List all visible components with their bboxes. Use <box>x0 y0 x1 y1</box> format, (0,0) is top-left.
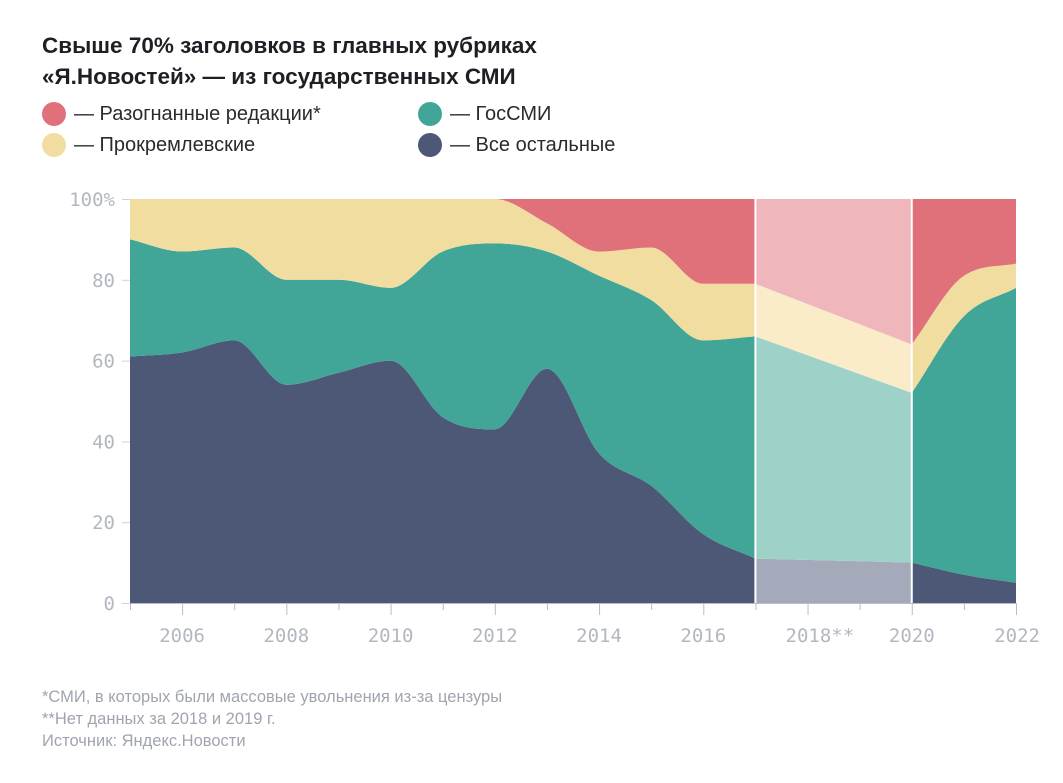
y-tick-label: 0 <box>104 593 115 615</box>
legend-item-others: — Все остальные <box>418 130 615 160</box>
chart-title-line-2: «Я.Новостей» — из государственных СМИ <box>42 64 516 89</box>
area-others-2005-2017 <box>130 340 756 603</box>
area-layers <box>130 199 1016 603</box>
area-state-no-data-gap <box>755 336 912 563</box>
area-others-no-data-gap <box>755 558 912 603</box>
source-note: Источник: Яндекс.Новости <box>42 732 246 750</box>
y-tick-label: 40 <box>92 431 115 453</box>
legend-swatch-others <box>418 133 442 157</box>
legend: — Разогнанные редакции* — ГосСМИ — Прокр… <box>42 99 742 161</box>
legend-label-dispersed: — Разогнанные редакции* <box>74 102 321 125</box>
area-prokremlin-no-data-gap <box>755 283 912 393</box>
area-dispersed-2005-2017 <box>130 199 756 284</box>
legend-item-prokremlin: — Прокремлевские <box>42 130 255 160</box>
x-axis: 2006 2008 2010 2012 2014 2016 2018** 2020 2022 <box>130 603 1040 647</box>
x-tick-label: 2010 <box>368 625 414 647</box>
legend-item-state: — ГосСМИ <box>418 99 551 129</box>
footnote-dispersed: *СМИ, в которых были массовые увольнения… <box>42 688 503 706</box>
x-tick-label: 2008 <box>263 625 309 647</box>
y-axis: 0 20 40 60 80 100% <box>69 189 130 615</box>
legend-swatch-dispersed <box>42 102 66 126</box>
area-state-2020-2022 <box>911 287 1016 583</box>
area-dispersed-2020-2022 <box>911 199 1016 345</box>
area-others-2020-2022 <box>911 562 1016 603</box>
area-state-2005-2017 <box>130 239 756 559</box>
legend-item-dispersed: — Разогнанные редакции* <box>42 99 321 129</box>
chart-title-line-1: Свыше 70% заголовков в главных рубриках <box>42 33 537 58</box>
legend-label-prokremlin: — Прокремлевские <box>74 133 256 156</box>
y-tick-label: 80 <box>92 270 115 292</box>
y-tick-label: 60 <box>92 351 115 373</box>
x-tick-label: 2016 <box>680 625 726 647</box>
footnote-missing-data: **Нет данных за 2018 и 2019 г. <box>42 710 276 728</box>
legend-label-others: — Все остальные <box>450 133 616 156</box>
y-tick-label: 100% <box>69 189 115 211</box>
area-dispersed-no-data-gap <box>755 199 912 345</box>
x-tick-label: 2018** <box>786 625 855 647</box>
legend-label-state: — ГосСМИ <box>450 102 552 125</box>
legend-swatch-prokremlin <box>42 133 66 157</box>
chart-title: Свыше 70% заголовков в главных рубриках … <box>42 30 537 92</box>
area-prokremlin-2005-2017 <box>130 199 756 341</box>
x-tick-label: 2012 <box>472 625 518 647</box>
legend-swatch-state <box>418 102 442 126</box>
x-tick-label: 2006 <box>159 625 205 647</box>
x-tick-label: 2022 <box>994 625 1040 647</box>
y-tick-label: 20 <box>92 512 115 534</box>
x-tick-label: 2014 <box>576 625 622 647</box>
footnotes: *СМИ, в которых были массовые увольнения… <box>42 686 502 752</box>
x-tick-label: 2020 <box>889 625 935 647</box>
area-prokremlin-2020-2022 <box>911 263 1016 393</box>
